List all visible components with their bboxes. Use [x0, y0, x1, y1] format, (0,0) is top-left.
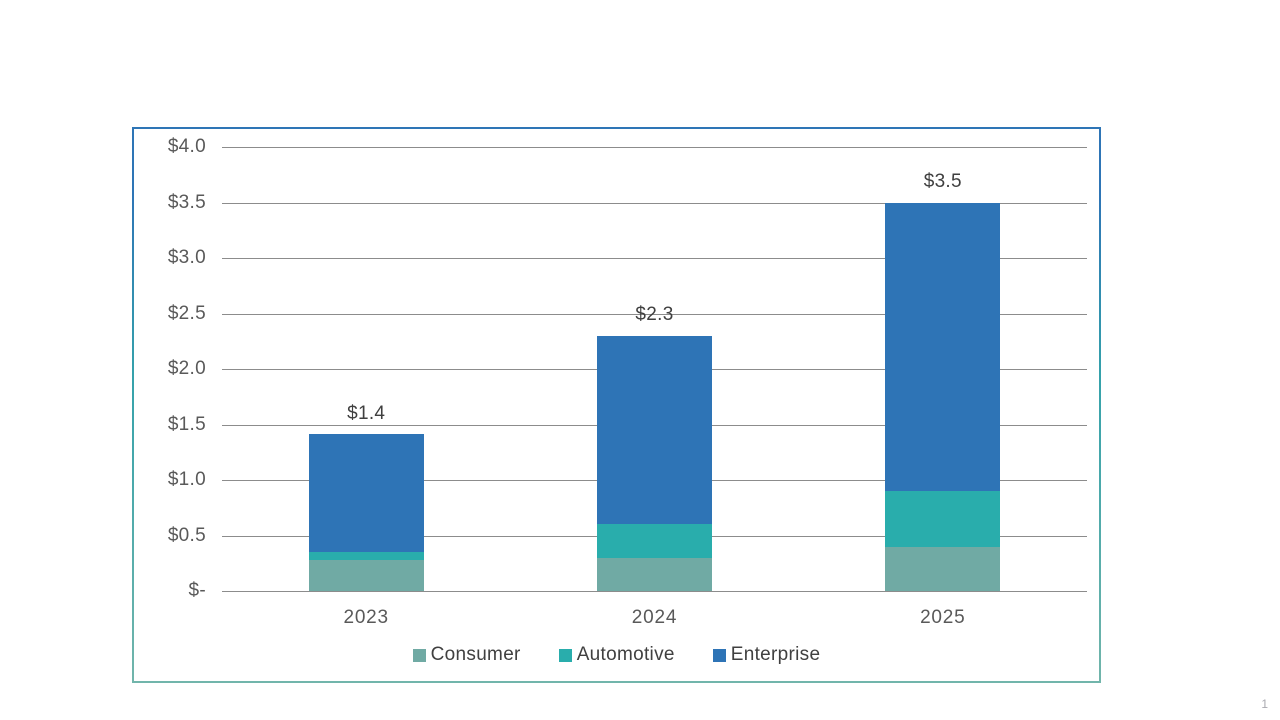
y-axis-tick-label: $0.5 [167, 524, 206, 546]
y-axis-tick-label: $1.0 [167, 469, 206, 490]
y-axis-tick-label: $1.5 [167, 413, 206, 435]
bar-segment-consumer-2024 [597, 557, 712, 591]
x-axis-category-label: 2024 [631, 607, 678, 628]
bar-segment-enterprise-2024 [597, 335, 712, 525]
legend-swatch-icon [412, 648, 426, 662]
y-axis-tick-label: $4.0 [167, 136, 206, 157]
bar-total-label: $1.4 [347, 402, 386, 424]
x-axis-category-label: 2023 [343, 607, 389, 628]
legend-label: Consumer [430, 644, 521, 665]
legend-swatch-icon [558, 648, 572, 662]
bar-total-label: $3.5 [923, 170, 962, 192]
bar-total-label: $2.3 [635, 303, 674, 325]
chart-frame: $4.0 $3.5 $3.0 $2.5 $2.0 $1.5 $1.0 $0.5 $- $1.4 20… [132, 127, 1101, 683]
x-axis-category-label: 2025 [920, 607, 966, 628]
y-axis-tick-label: $- [188, 580, 206, 601]
bar-segment-consumer-2023 [308, 559, 424, 591]
bar-segment-automotive-2025 [885, 491, 1001, 547]
bar-segment-consumer-2025 [885, 546, 1001, 591]
chart-legend: Consumer Automotive Enterprise [134, 643, 1099, 667]
y-axis-tick-label: $3.5 [167, 191, 206, 213]
gridline [222, 258, 1087, 259]
plot-area: $4.0 $3.5 $3.0 $2.5 $2.0 $1.5 $1.0 $0.5 $- $1.4 20… [168, 136, 1087, 628]
y-axis-tick-label: $2.5 [167, 302, 206, 324]
slide-page-number: 1 [1261, 697, 1268, 711]
legend-item-consumer: Consumer [412, 644, 521, 666]
bar-segment-enterprise-2023 [308, 434, 424, 553]
gridline [222, 147, 1087, 148]
bar-segment-automotive-2023 [308, 552, 424, 560]
y-axis-tick-label: $3.0 [167, 247, 206, 268]
gridline [222, 313, 1087, 315]
y-axis-tick-label: $2.0 [167, 358, 206, 379]
legend-item-automotive: Automotive [558, 644, 675, 666]
bar-segment-automotive-2024 [597, 524, 712, 558]
legend-swatch-icon [712, 648, 726, 662]
bar-segment-enterprise-2025 [885, 202, 1001, 492]
gridline [222, 202, 1087, 204]
legend-label: Automotive [576, 644, 675, 665]
legend-label: Enterprise [730, 644, 821, 665]
legend-item-enterprise: Enterprise [712, 644, 821, 666]
gridline [222, 591, 1087, 592]
